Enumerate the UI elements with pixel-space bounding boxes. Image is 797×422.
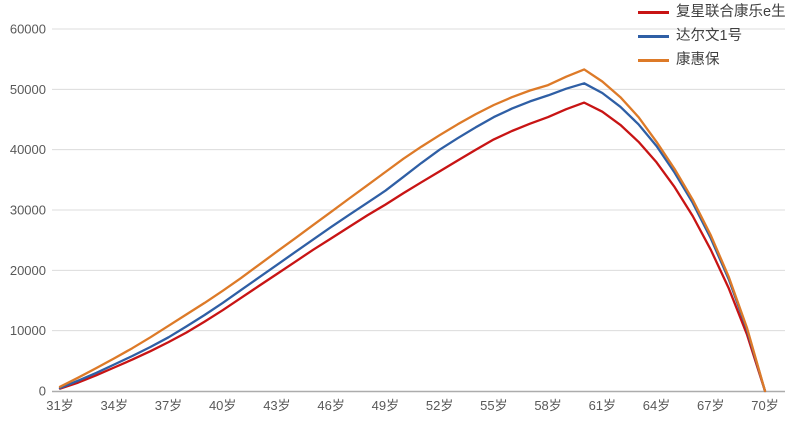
x-tick-label: 31岁 <box>46 398 73 413</box>
legend-label: 康惠保 <box>676 52 720 69</box>
series-line-康惠保 <box>58 68 767 393</box>
x-tick-label: 40岁 <box>209 398 236 413</box>
y-tick-label: 60000 <box>10 22 46 37</box>
y-tick-label: 50000 <box>10 82 46 97</box>
x-tick-label: 34岁 <box>100 398 127 413</box>
x-tick-label: 61岁 <box>589 398 616 413</box>
series-line-达尔文1号 <box>58 82 767 393</box>
legend-label: 复星联合康乐e生 <box>676 4 786 21</box>
x-tick-label: 49岁 <box>372 398 399 413</box>
x-tick-label: 58岁 <box>534 398 561 413</box>
x-tick-label: 43岁 <box>263 398 290 413</box>
series-line-复星联合康乐e生 <box>58 101 767 393</box>
x-tick-label: 70岁 <box>751 398 778 413</box>
legend-swatch-blue <box>638 35 669 38</box>
y-tick-label: 20000 <box>10 263 46 278</box>
y-tick-label: 30000 <box>10 203 46 218</box>
y-tick-label: 40000 <box>10 142 46 157</box>
x-tick-label: 67岁 <box>697 398 724 413</box>
legend-item: 复星联合康乐e生 <box>638 1 786 24</box>
y-tick-label: 0 <box>39 384 46 399</box>
y-tick-label: 10000 <box>10 323 46 338</box>
x-tick-label: 64岁 <box>643 398 670 413</box>
legend-label: 达尔文1号 <box>676 28 743 45</box>
x-tick-label: 46岁 <box>317 398 344 413</box>
legend-item: 康惠保 <box>638 49 786 72</box>
legend: 复星联合康乐e生 达尔文1号 康惠保 <box>638 1 786 73</box>
x-tick-label: 52岁 <box>426 398 453 413</box>
legend-swatch-red <box>638 11 669 14</box>
legend-swatch-orange <box>638 59 669 62</box>
x-tick-label: 55岁 <box>480 398 507 413</box>
x-tick-label: 37岁 <box>155 398 182 413</box>
legend-item: 达尔文1号 <box>638 25 786 48</box>
